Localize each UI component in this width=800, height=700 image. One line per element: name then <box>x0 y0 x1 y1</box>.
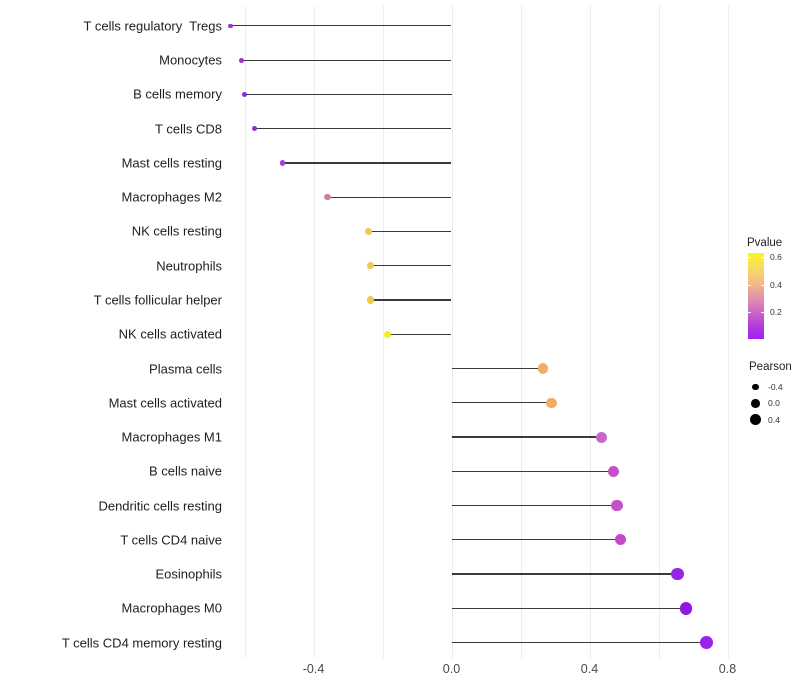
x-gridline <box>520 6 522 658</box>
pvalue-tick-label: 0.4 <box>770 279 782 290</box>
data-point[interactable] <box>679 602 693 615</box>
data-point[interactable] <box>365 227 373 235</box>
x-gridline <box>589 6 591 658</box>
lollipop-segment <box>368 230 452 233</box>
pearson-legend-dot <box>750 414 761 425</box>
data-point[interactable] <box>324 193 331 201</box>
pvalue-tickmark <box>761 257 764 259</box>
pearson-legend-label: 0.4 <box>768 414 780 425</box>
y-axis-label: Mast cells activated <box>108 395 222 411</box>
y-axis-label: T cells CD4 naive <box>120 532 222 548</box>
pearson-legend-title: Pearson <box>749 361 792 373</box>
y-axis-label: B cells memory <box>133 86 222 102</box>
data-point[interactable] <box>700 636 714 649</box>
pearson-legend-label: -0.4 <box>768 382 783 392</box>
pearson-legend-label: 0.0 <box>768 398 780 409</box>
data-point[interactable] <box>228 23 234 29</box>
lollipop-segment <box>230 25 452 27</box>
lollipop-segment <box>254 128 452 130</box>
x-axis-tick-label: 0.8 <box>718 662 737 676</box>
lollipop-segment <box>451 436 602 438</box>
lollipop-segment <box>370 265 452 267</box>
lollipop-segment <box>241 59 452 61</box>
x-gridline <box>382 6 384 658</box>
x-axis-tick-label: 0.0 <box>442 662 461 676</box>
pearson-legend-dot <box>751 399 760 408</box>
y-axis-label: T cells CD8 <box>155 121 222 137</box>
lollipop-segment <box>370 299 452 301</box>
y-axis-label: Plasma cells <box>149 361 222 376</box>
lollipop-segment <box>451 573 678 575</box>
pvalue-colorbar <box>748 253 764 339</box>
x-gridline <box>244 6 246 658</box>
y-axis-label: Monocytes <box>159 52 222 68</box>
y-axis-label: Neutrophils <box>156 258 222 274</box>
data-point[interactable] <box>608 465 620 477</box>
y-axis-label: T cells CD4 memory resting <box>61 635 222 651</box>
pvalue-tick-label: 0.6 <box>770 252 782 263</box>
x-gridline <box>658 6 660 658</box>
data-point[interactable] <box>241 91 247 97</box>
y-axis-label: Macrophages M2 <box>121 189 222 205</box>
x-gridline <box>451 6 453 658</box>
y-axis-label: T cells follicular helper <box>93 292 222 308</box>
y-axis-label: B cells naive <box>149 463 222 479</box>
data-point[interactable] <box>611 499 623 512</box>
data-point[interactable] <box>546 397 557 408</box>
pvalue-tickmark <box>761 311 764 313</box>
y-axis-label: Eosinophils <box>155 566 223 582</box>
y-axis-label: Mast cells resting <box>121 155 222 171</box>
data-point[interactable] <box>279 160 286 166</box>
y-axis-label: T cells regulatory Tregs <box>83 18 222 34</box>
lollipop-segment <box>451 402 552 404</box>
lollipop-segment <box>387 333 452 335</box>
lollipop-segment <box>327 196 452 198</box>
lollipop-segment <box>451 539 621 541</box>
lollipop-segment <box>451 470 614 472</box>
lollipop-segment <box>244 93 452 95</box>
y-axis-label: NK cells activated <box>118 326 222 342</box>
lollipop-segment <box>451 607 687 609</box>
lollipop-segment <box>451 367 543 370</box>
y-axis-label: Macrophages M0 <box>121 600 222 616</box>
y-axis-label: Macrophages M1 <box>121 429 222 445</box>
data-point[interactable] <box>366 296 374 304</box>
pvalue-tickmark <box>748 284 751 286</box>
pearson-legend-dot <box>752 383 759 391</box>
pvalue-legend-title: Pvalue <box>747 237 783 249</box>
data-point[interactable] <box>671 567 684 581</box>
x-gridline <box>727 6 729 658</box>
x-axis-tick-label: 0.4 <box>580 662 599 676</box>
y-axis-label: Dendritic cells resting <box>98 498 222 514</box>
data-point[interactable] <box>238 57 244 63</box>
data-point[interactable] <box>383 330 392 338</box>
pvalue-tickmark <box>748 311 751 313</box>
pvalue-tickmark <box>748 257 751 259</box>
y-axis-label: NK cells resting <box>131 223 222 239</box>
pvalue-tickmark <box>761 284 764 286</box>
data-point[interactable] <box>614 534 627 546</box>
lollipop-segment <box>282 162 452 164</box>
pvalue-tick-label: 0.2 <box>770 306 782 317</box>
data-point[interactable] <box>366 262 374 270</box>
x-axis-tick-label: -0.4 <box>302 662 325 676</box>
data-point[interactable] <box>596 431 608 443</box>
lollipop-segment <box>451 641 707 644</box>
data-point[interactable] <box>537 363 548 374</box>
x-gridline <box>313 6 315 658</box>
lollipop-segment <box>451 504 618 507</box>
data-point[interactable] <box>252 126 258 132</box>
